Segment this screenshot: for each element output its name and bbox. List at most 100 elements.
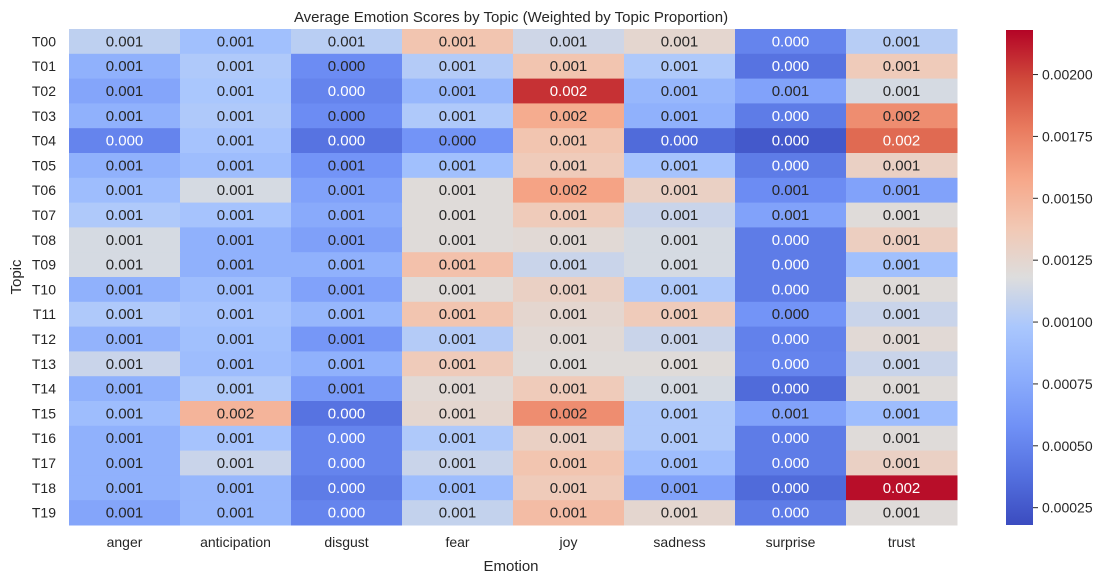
cell-label-T17-disgust: 0.000: [328, 455, 366, 472]
heatmap-cell-T17-joy: [513, 450, 625, 476]
cell-label-T13-surprise: 0.000: [772, 356, 810, 373]
cell-label-T04-anticipation: 0.001: [217, 133, 255, 150]
cell-label-T10-surprise: 0.000: [772, 281, 810, 298]
cell-label-T09-fear: 0.001: [439, 257, 477, 274]
cell-label-T01-fear: 0.001: [439, 58, 477, 75]
heatmap-cell-T13-anger: [69, 351, 181, 377]
heatmap-cell-T14-disgust: [291, 376, 403, 402]
heatmap-cell-T07-fear: [402, 202, 514, 228]
heatmap-cell-T11-disgust: [291, 301, 403, 328]
heatmap-cell-T06-fear: [402, 177, 514, 204]
cell-label-T15-fear: 0.001: [439, 405, 477, 422]
heatmap-cell-T18-anger: [69, 475, 181, 501]
cell-label-T04-fear: 0.000: [439, 133, 477, 150]
cell-label-T18-trust: 0.002: [883, 480, 921, 497]
colorbar-tick-label: 0.00175: [1042, 128, 1093, 144]
heatmap-cell-T05-fear: [402, 153, 514, 179]
cell-label-T12-fear: 0.001: [439, 331, 477, 348]
cell-label-T17-anger: 0.001: [106, 455, 144, 472]
heatmap-cell-T16-anticipation: [180, 425, 292, 452]
cell-label-T09-anticipation: 0.001: [217, 257, 255, 274]
heatmap-cell-T15-sadness: [624, 401, 736, 427]
heatmap-cell-T17-trust: [846, 450, 958, 476]
cell-label-T01-disgust: 0.000: [328, 58, 366, 75]
heatmap-cell-T02-disgust: [291, 78, 403, 104]
cell-label-T11-anticipation: 0.001: [217, 306, 255, 323]
heatmap-cell-T19-anger: [69, 500, 181, 526]
cell-label-T13-sadness: 0.001: [661, 356, 699, 373]
cell-label-T17-sadness: 0.001: [661, 455, 699, 472]
heatmap-cell-T14-anger: [69, 376, 181, 402]
cell-label-T12-joy: 0.001: [550, 331, 588, 348]
heatmap-cell-T15-anger: [69, 401, 181, 427]
heatmap-cell-T01-disgust: [291, 53, 403, 80]
heatmap-cell-T13-trust: [846, 351, 958, 377]
heatmap-cell-T04-joy: [513, 128, 625, 154]
cell-label-T17-trust: 0.001: [883, 455, 921, 472]
heatmap-cell-T14-surprise: [735, 376, 847, 402]
heatmap-cell-T11-joy: [513, 301, 625, 328]
heatmap-cell-T05-trust: [846, 153, 958, 179]
heatmap-cell-T07-anticipation: [180, 202, 292, 228]
heatmap-cell-T04-trust: [846, 128, 958, 154]
cell-label-T16-disgust: 0.000: [328, 430, 366, 447]
cell-label-T14-disgust: 0.001: [328, 381, 366, 398]
heatmap-cell-T06-anger: [69, 177, 181, 204]
cell-label-T18-anticipation: 0.001: [217, 480, 255, 497]
cell-label-T05-sadness: 0.001: [661, 157, 699, 174]
heatmap-cell-T14-anticipation: [180, 376, 292, 402]
heatmap-cell-T19-fear: [402, 500, 514, 526]
cell-label-T10-anger: 0.001: [106, 281, 144, 298]
heatmap-cell-T06-disgust: [291, 177, 403, 204]
cell-label-T15-anticipation: 0.002: [217, 405, 255, 422]
cell-label-T07-surprise: 0.001: [772, 207, 810, 224]
heatmap-cell-T16-sadness: [624, 425, 736, 452]
cell-label-T06-disgust: 0.001: [328, 182, 366, 199]
cell-label-T13-fear: 0.001: [439, 356, 477, 373]
cell-label-T05-trust: 0.001: [883, 157, 921, 174]
heatmap-cell-T04-surprise: [735, 128, 847, 154]
cell-label-T14-trust: 0.001: [883, 381, 921, 398]
heatmap-cell-T16-fear: [402, 425, 514, 452]
heatmap-cell-T12-joy: [513, 326, 625, 352]
cell-label-T00-trust: 0.001: [883, 33, 921, 50]
cell-label-T12-sadness: 0.001: [661, 331, 699, 348]
cell-label-T15-anger: 0.001: [106, 405, 144, 422]
cell-label-T18-anger: 0.001: [106, 480, 144, 497]
cell-label-T10-joy: 0.001: [550, 281, 588, 298]
heatmap-cell-T02-joy: [513, 78, 625, 104]
cell-label-T14-sadness: 0.001: [661, 381, 699, 398]
heatmap-cell-T17-disgust: [291, 450, 403, 476]
cell-label-T14-anger: 0.001: [106, 381, 144, 398]
cell-label-T00-fear: 0.001: [439, 33, 477, 50]
heatmap-cell-T10-trust: [846, 277, 958, 303]
heatmap-cell-T11-anger: [69, 301, 181, 328]
heatmap-cell-T10-surprise: [735, 277, 847, 303]
heatmap-cell-T01-joy: [513, 53, 625, 80]
cell-label-T19-anticipation: 0.001: [217, 505, 255, 522]
cell-label-T06-joy: 0.002: [550, 182, 588, 199]
heatmap-cell-T11-trust: [846, 301, 958, 328]
heatmap-cell-T18-joy: [513, 475, 625, 501]
heatmap-cell-T15-joy: [513, 401, 625, 427]
cell-label-T15-surprise: 0.001: [772, 405, 810, 422]
cell-label-T18-fear: 0.001: [439, 480, 477, 497]
cell-label-T01-joy: 0.001: [550, 58, 588, 75]
y-tick-label: T17: [32, 455, 56, 471]
y-tick-label: T09: [32, 257, 56, 273]
cell-label-T04-disgust: 0.000: [328, 133, 366, 150]
x-axis-label: Emotion: [483, 558, 538, 575]
x-tick-labels: anger anticipation disgust fear joy sadness su…: [107, 534, 916, 550]
y-tick-label: T06: [32, 182, 56, 198]
x-tick-label: surprise: [766, 534, 816, 550]
y-tick-label: T07: [32, 207, 56, 223]
cell-label-T09-surprise: 0.000: [772, 257, 810, 274]
cell-label-T04-sadness: 0.000: [661, 133, 699, 150]
heatmap-cell-T14-fear: [402, 376, 514, 402]
cell-label-T00-disgust: 0.001: [328, 33, 366, 50]
heatmap-cell-T12-anticipation: [180, 326, 292, 352]
cell-label-T16-trust: 0.001: [883, 430, 921, 447]
cell-label-T01-surprise: 0.000: [772, 58, 810, 75]
cell-label-T00-anticipation: 0.001: [217, 33, 255, 50]
cell-label-T11-anger: 0.001: [106, 306, 144, 323]
